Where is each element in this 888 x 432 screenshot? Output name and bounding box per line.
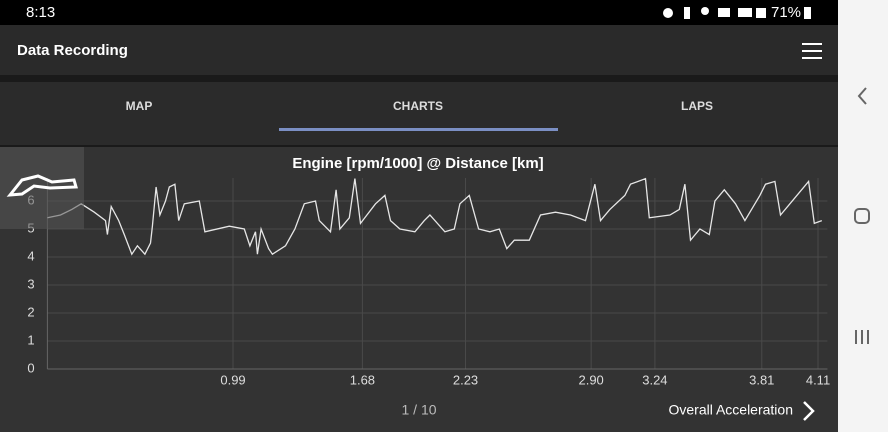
tab[interactable]: CHARTS xyxy=(393,99,443,113)
x-tick-label: 0.99 xyxy=(220,372,245,387)
chart-title: Engine [rpm/1000] @ Distance [km] xyxy=(292,155,543,172)
nav-bar xyxy=(838,0,888,432)
tab-indicator xyxy=(279,128,558,131)
track-thumbnail xyxy=(0,147,84,229)
battery-icon xyxy=(804,7,811,19)
chart-panel xyxy=(0,147,838,432)
x-tick-label: 2.23 xyxy=(453,372,478,387)
y-tick-label: 4 xyxy=(27,248,34,263)
x-tick-label: 3.24 xyxy=(642,372,667,387)
status-icons xyxy=(663,7,766,19)
page-indicator: 1 / 10 xyxy=(401,402,436,418)
x-tick-label: 4.11 xyxy=(806,372,830,387)
nav-back[interactable] xyxy=(857,87,867,105)
tab-bar xyxy=(0,82,838,145)
next-chart[interactable]: Overall Acceleration xyxy=(668,402,793,418)
tab[interactable]: LAPS xyxy=(681,99,713,113)
x-tick-label: 1.68 xyxy=(350,372,375,387)
status-bar xyxy=(0,0,838,25)
y-tick-label: 3 xyxy=(27,276,34,291)
y-tick-label: 0 xyxy=(27,360,34,375)
nav-recents[interactable] xyxy=(855,330,869,344)
clock: 8:13 xyxy=(26,4,55,21)
settings-button[interactable] xyxy=(802,43,822,59)
nav-home[interactable] xyxy=(854,208,870,224)
x-tick-label: 2.90 xyxy=(578,372,603,387)
x-tick-label: 3.81 xyxy=(749,372,774,387)
y-tick-label: 2 xyxy=(27,304,34,319)
battery-level: 71% xyxy=(771,4,801,21)
divider xyxy=(0,75,838,82)
app-bar xyxy=(0,25,838,75)
tab[interactable]: MAP xyxy=(126,99,153,113)
divider xyxy=(0,145,838,147)
app-title: Data Recording xyxy=(17,42,128,59)
next-arrow[interactable] xyxy=(803,401,815,421)
y-tick-label: 1 xyxy=(27,332,34,347)
data-line xyxy=(47,177,823,256)
